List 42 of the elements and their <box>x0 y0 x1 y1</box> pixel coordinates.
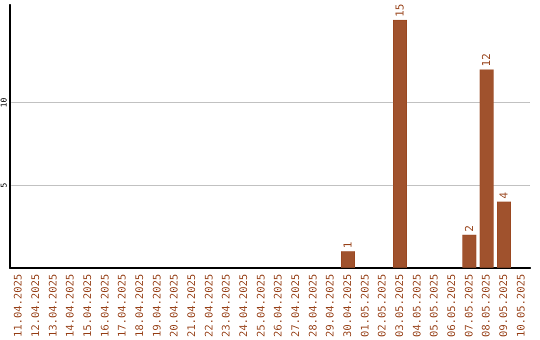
x-tick-label: 05.05.2025 <box>428 274 441 338</box>
x-tick-label: 25.04.2025 <box>255 274 268 338</box>
x-tick-label: 09.05.2025 <box>498 274 510 338</box>
x-tick-label: 18.04.2025 <box>134 274 146 338</box>
x-tick-label: 03.05.2025 <box>394 274 406 338</box>
x-tick-label: 01.05.2025 <box>359 274 372 338</box>
x-tick-label: 04.05.2025 <box>411 274 424 338</box>
x-tick-label: 26.04.2025 <box>272 274 285 338</box>
data-label: 15 <box>394 4 406 17</box>
data-label: 12 <box>480 53 494 66</box>
x-tick-label: 30.04.2025 <box>342 274 354 338</box>
data-label: 2 <box>462 225 476 232</box>
x-tick-label: 24.04.2025 <box>238 274 250 338</box>
x-tick-label: 14.04.2025 <box>64 274 77 338</box>
x-tick-label: 15.04.2025 <box>82 274 94 338</box>
bar <box>341 251 355 268</box>
x-tick-label: 21.04.2025 <box>186 274 198 338</box>
y-tick-label: 10 <box>0 98 8 108</box>
x-tick-label: 02.05.2025 <box>376 274 389 338</box>
data-label: 4 <box>498 192 510 199</box>
x-tick-label: 29.04.2025 <box>324 274 337 338</box>
x-tick-label: 22.04.2025 <box>203 274 216 338</box>
x-tick-label: 08.05.2025 <box>480 274 493 338</box>
x-tick-label: 16.04.2025 <box>99 274 112 338</box>
x-tick-label: 12.04.2025 <box>30 274 42 338</box>
x-tick-label: 27.04.2025 <box>290 274 302 338</box>
y-tick-label: 5 <box>0 182 8 188</box>
x-tick-label: 10.05.2025 <box>515 274 528 338</box>
x-tick-label: 28.04.2025 <box>307 274 320 338</box>
x-tick-label: 11.04.2025 <box>12 274 25 338</box>
x-tick-label: 13.04.2025 <box>47 274 60 338</box>
x-tick-label: 19.04.2025 <box>151 274 164 338</box>
x-tick-label: 17.04.2025 <box>116 274 129 338</box>
bar <box>393 20 407 268</box>
data-label: 1 <box>342 242 354 248</box>
x-tick-label: 23.04.2025 <box>220 274 233 338</box>
x-tick-label: 06.05.2025 <box>446 274 458 338</box>
bar <box>462 234 476 268</box>
bar <box>480 69 494 268</box>
x-tick-label: 20.04.2025 <box>168 274 181 338</box>
x-tick-label: 07.05.2025 <box>463 274 476 338</box>
bar <box>497 202 511 268</box>
